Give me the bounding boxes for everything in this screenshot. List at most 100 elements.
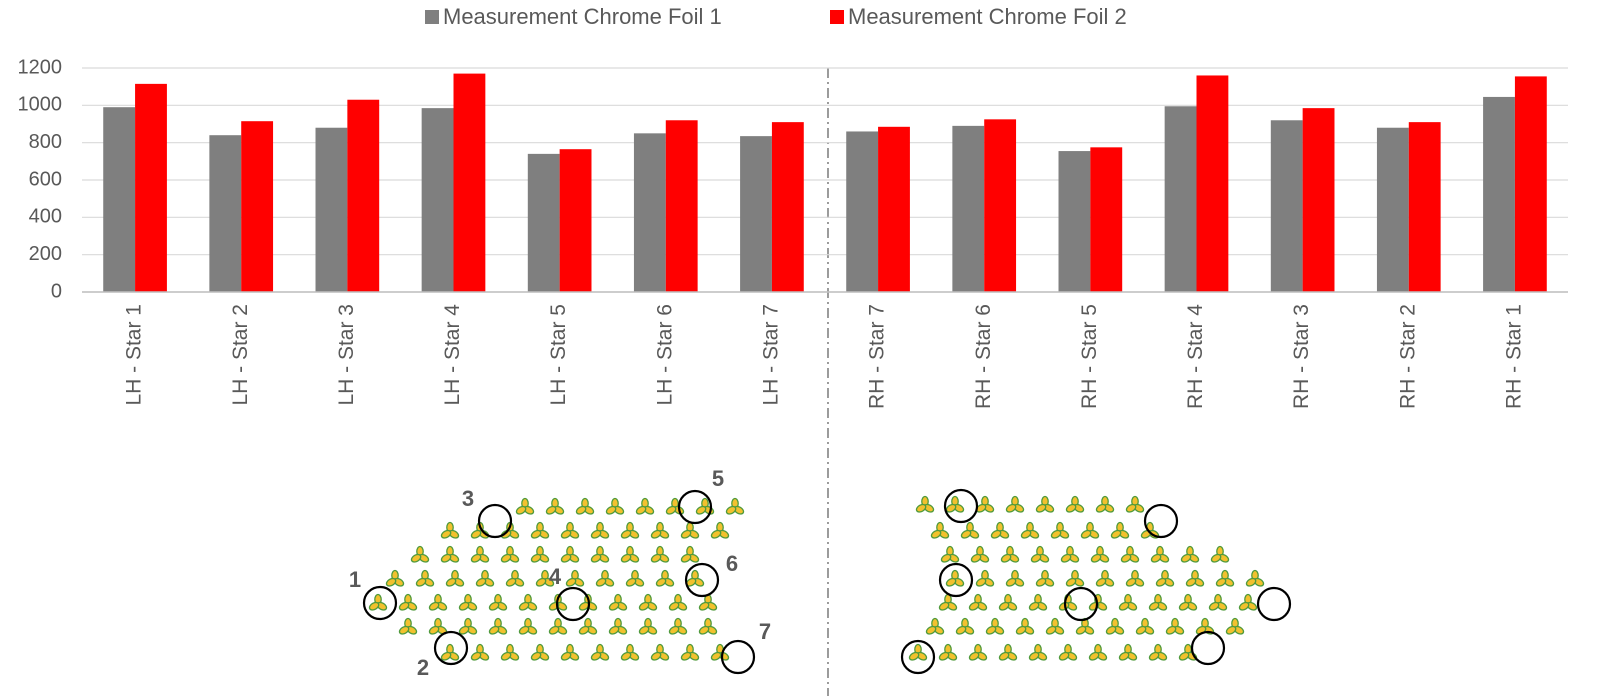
star bbox=[975, 569, 995, 587]
star bbox=[1135, 617, 1155, 635]
star bbox=[685, 569, 705, 587]
bar bbox=[1090, 147, 1123, 292]
bar bbox=[1164, 106, 1197, 293]
bar bbox=[1302, 108, 1335, 292]
highlight-circle bbox=[900, 639, 936, 675]
star-petal bbox=[915, 503, 927, 513]
legend-label: Measurement Chrome Foil 2 bbox=[848, 4, 1127, 29]
star-petal bbox=[578, 625, 590, 635]
star-petal bbox=[1080, 529, 1092, 539]
star bbox=[1095, 495, 1115, 513]
star-petal bbox=[650, 529, 662, 539]
star bbox=[960, 521, 980, 539]
star-petal bbox=[1245, 577, 1257, 587]
star bbox=[410, 545, 430, 563]
star-petal bbox=[665, 505, 677, 515]
star bbox=[625, 569, 645, 587]
bar bbox=[771, 122, 804, 292]
star-petal bbox=[635, 505, 647, 515]
star bbox=[1208, 593, 1228, 611]
star bbox=[668, 593, 688, 611]
highlight-circle bbox=[677, 489, 713, 525]
star bbox=[590, 643, 610, 661]
bar bbox=[1196, 75, 1229, 292]
star-petal bbox=[698, 625, 710, 635]
highlight-circle bbox=[477, 503, 513, 539]
star-petal bbox=[938, 601, 950, 611]
bar bbox=[559, 149, 592, 292]
star bbox=[530, 545, 550, 563]
star bbox=[1125, 569, 1145, 587]
star bbox=[475, 569, 495, 587]
bar bbox=[241, 121, 274, 292]
star-petal bbox=[638, 625, 650, 635]
star-petal bbox=[710, 529, 722, 539]
bar bbox=[103, 107, 136, 292]
star bbox=[698, 617, 718, 635]
star bbox=[1238, 593, 1258, 611]
star bbox=[608, 593, 628, 611]
bar bbox=[527, 153, 560, 292]
star bbox=[605, 497, 625, 515]
star-petal bbox=[968, 601, 980, 611]
star-petal bbox=[968, 651, 980, 661]
star-petal bbox=[368, 601, 380, 611]
star-petal bbox=[1178, 601, 1190, 611]
star-petal bbox=[488, 601, 500, 611]
star bbox=[680, 521, 700, 539]
star bbox=[608, 617, 628, 635]
star bbox=[908, 643, 928, 661]
star bbox=[1148, 593, 1168, 611]
star bbox=[415, 569, 435, 587]
star bbox=[595, 569, 615, 587]
star bbox=[1000, 545, 1020, 563]
star-petal bbox=[1005, 577, 1017, 587]
star-petal bbox=[440, 553, 452, 563]
bar bbox=[1270, 120, 1303, 293]
star bbox=[505, 569, 525, 587]
star bbox=[650, 643, 670, 661]
bar bbox=[846, 131, 879, 292]
star bbox=[530, 643, 550, 661]
star-petal bbox=[518, 625, 530, 635]
star-petal bbox=[1120, 553, 1132, 563]
star bbox=[575, 497, 595, 515]
highlight-circle bbox=[555, 586, 591, 622]
star-petal bbox=[945, 577, 957, 587]
star-petal bbox=[515, 505, 527, 515]
star bbox=[990, 521, 1010, 539]
star-petal bbox=[605, 505, 617, 515]
star-petal bbox=[458, 625, 470, 635]
star bbox=[1215, 569, 1235, 587]
star-petal bbox=[518, 601, 530, 611]
star bbox=[488, 617, 508, 635]
star bbox=[1090, 545, 1110, 563]
star bbox=[725, 497, 745, 515]
bar bbox=[1514, 76, 1547, 293]
star bbox=[680, 545, 700, 563]
star bbox=[650, 521, 670, 539]
star bbox=[710, 521, 730, 539]
star bbox=[1035, 569, 1055, 587]
bar bbox=[878, 126, 910, 292]
star-petal bbox=[680, 529, 692, 539]
star bbox=[398, 617, 418, 635]
star-petal bbox=[398, 601, 410, 611]
star-petal bbox=[500, 651, 512, 661]
y-tick-label: 800 bbox=[29, 131, 62, 153]
bar bbox=[1058, 151, 1091, 292]
star bbox=[368, 593, 388, 611]
bar bbox=[665, 120, 698, 293]
star-petal bbox=[668, 625, 680, 635]
star-petal bbox=[410, 553, 422, 563]
star bbox=[545, 497, 565, 515]
star-petal bbox=[625, 577, 637, 587]
highlight-circle bbox=[1256, 586, 1292, 622]
star bbox=[1045, 617, 1065, 635]
star bbox=[1148, 643, 1168, 661]
star bbox=[470, 643, 490, 661]
star-petal bbox=[530, 553, 542, 563]
star-petal bbox=[1000, 553, 1012, 563]
star-petal bbox=[1090, 553, 1102, 563]
star bbox=[578, 617, 598, 635]
